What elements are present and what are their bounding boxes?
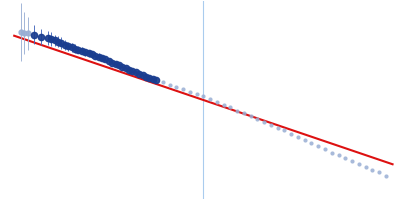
Point [308, 142, 315, 145]
Point [288, 132, 294, 135]
Point [173, 86, 180, 89]
Point [356, 163, 362, 166]
Point [254, 117, 261, 120]
Point [261, 121, 267, 124]
Point [187, 90, 193, 93]
Point [220, 103, 227, 106]
Point [207, 97, 213, 100]
Point [227, 105, 234, 109]
Point [302, 138, 308, 141]
Point [362, 165, 369, 168]
Point [194, 93, 200, 96]
Point [166, 83, 173, 86]
Point [214, 101, 220, 104]
Point [295, 136, 301, 139]
Point [342, 157, 348, 160]
Point [335, 153, 342, 157]
Point [382, 174, 389, 178]
Point [274, 126, 281, 130]
Point [315, 144, 322, 147]
Point [234, 109, 240, 112]
Point [349, 159, 355, 162]
Point [376, 171, 382, 174]
Point [200, 95, 206, 98]
Point [160, 81, 166, 84]
Point [369, 168, 376, 172]
Point [248, 115, 254, 118]
Point [328, 151, 335, 154]
Point [268, 123, 274, 126]
Point [241, 111, 247, 114]
Point [180, 88, 186, 91]
Point [322, 147, 328, 151]
Point [281, 129, 288, 132]
